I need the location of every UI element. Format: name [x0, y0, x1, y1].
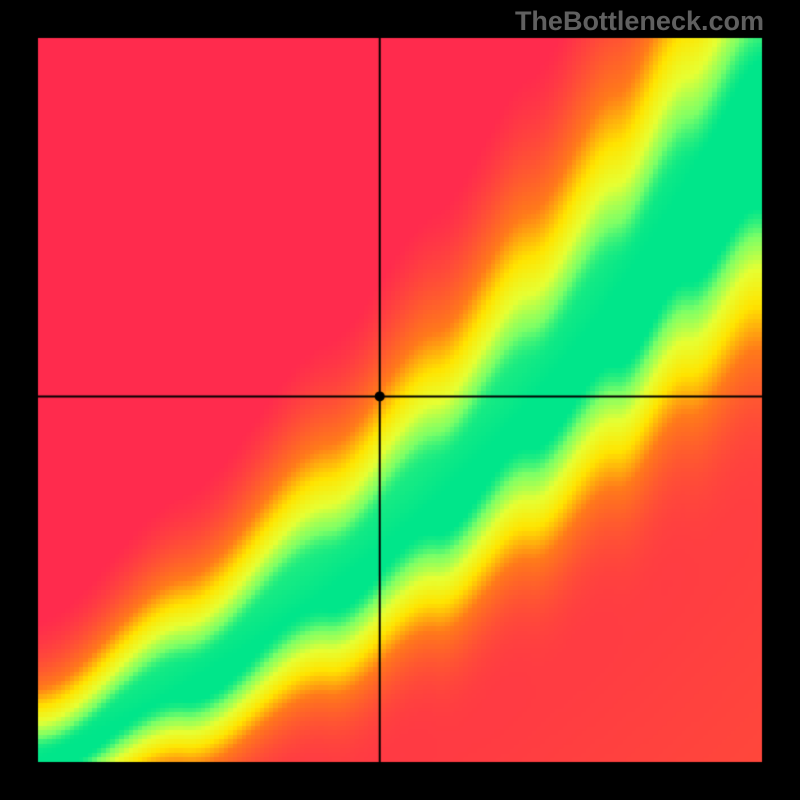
chart-container: TheBottleneck.com: [0, 0, 800, 800]
watermark-text: TheBottleneck.com: [515, 6, 764, 37]
bottleneck-heatmap: [0, 0, 800, 800]
